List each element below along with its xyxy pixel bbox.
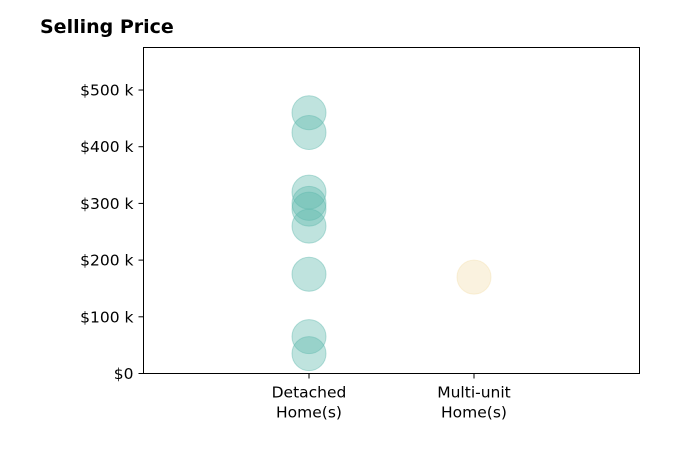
- data-point: [291, 115, 327, 151]
- y-tick-label: $100 k: [80, 308, 133, 326]
- data-point: [291, 191, 327, 227]
- data-point: [291, 95, 327, 131]
- y-tick-label: $400 k: [80, 138, 133, 156]
- data-point: [291, 336, 327, 372]
- data-point: [291, 208, 327, 244]
- y-tick-label: $500 k: [80, 82, 133, 100]
- y-tick-label: $300 k: [80, 195, 133, 213]
- data-point: [456, 259, 492, 295]
- x-axis: Detached Home(s) Multi-unit Home(s): [272, 373, 511, 422]
- data-point: [291, 319, 327, 355]
- x-tick-label: Multi-unit: [437, 384, 511, 402]
- data-point: [291, 256, 327, 292]
- point-layer: [291, 95, 492, 372]
- x-tick-label: Home(s): [441, 404, 507, 422]
- x-tick-label: Detached: [272, 384, 347, 402]
- y-tick-label: $200 k: [80, 252, 133, 270]
- x-tick-label: Home(s): [276, 404, 342, 422]
- y-axis: $0 $100 k $200 k $300 k $400 k $500 k: [80, 82, 144, 383]
- data-point: [291, 174, 327, 210]
- y-tick-label: $0: [114, 365, 134, 383]
- data-point: [291, 185, 327, 221]
- plot-frame: [143, 47, 640, 374]
- chart-title: Selling Price: [40, 16, 174, 38]
